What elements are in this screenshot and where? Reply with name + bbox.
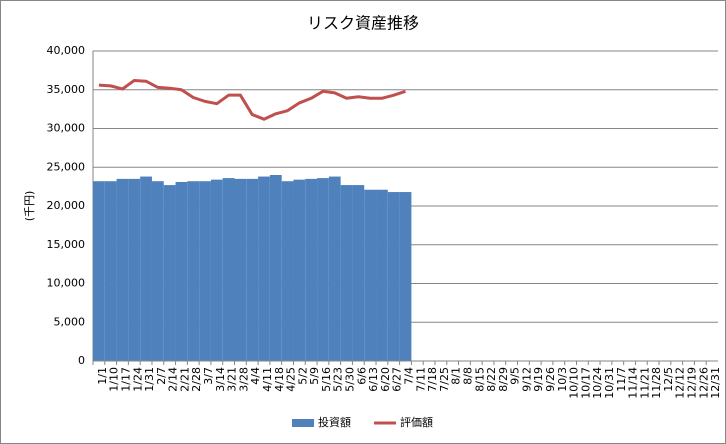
- x-tick-label: 7/4: [403, 367, 416, 385]
- legend-label: 評価額: [400, 415, 433, 429]
- x-tick-label: 8/8: [461, 367, 474, 385]
- bar: [163, 185, 176, 361]
- x-tick-label: 2/14: [167, 367, 180, 392]
- x-tick-label: 1/10: [108, 367, 121, 392]
- bar: [222, 178, 235, 361]
- x-tick-label: 5/2: [296, 367, 309, 385]
- x-tick-label: 10/10: [568, 367, 581, 399]
- x-tick-label: 10/3: [556, 367, 569, 392]
- x-tick-label: 11/14: [627, 367, 640, 399]
- y-tick-label: 40,000: [47, 44, 86, 57]
- x-tick-label: 4/4: [249, 367, 262, 385]
- x-tick-label: 6/6: [355, 367, 368, 385]
- bar: [305, 178, 318, 361]
- x-tick-label: 12/19: [686, 367, 699, 399]
- x-tick-label: 9/12: [520, 367, 533, 392]
- x-tick-label: 7/25: [438, 367, 451, 392]
- x-tick-label: 9/19: [532, 367, 545, 392]
- x-tick-label: 10/17: [579, 367, 592, 399]
- x-tick-label: 9/5: [509, 367, 522, 385]
- chart-title: リスク資産推移: [307, 14, 419, 33]
- bar: [293, 179, 306, 361]
- x-tick-label: 3/21: [226, 367, 239, 392]
- x-tick-label: 5/30: [344, 367, 357, 392]
- bar: [269, 175, 282, 361]
- x-tick-label: 11/21: [638, 367, 651, 399]
- x-tick-label: 8/15: [473, 367, 486, 392]
- bar: [340, 185, 353, 361]
- y-tick-label: 25,000: [47, 160, 86, 173]
- bar: [116, 178, 129, 361]
- bar: [317, 178, 329, 361]
- bar: [199, 181, 211, 361]
- x-tick-label: 6/13: [367, 367, 380, 392]
- y-tick-label: 30,000: [47, 122, 86, 135]
- bar: [187, 181, 200, 361]
- x-tick-label: 2/7: [155, 367, 168, 385]
- x-tick-label: 8/29: [497, 367, 510, 392]
- y-tick-label: 0: [78, 354, 85, 367]
- bar: [128, 178, 141, 361]
- bar: [234, 178, 247, 361]
- x-tick-label: 10/31: [603, 367, 616, 399]
- x-tick-label: 6/20: [379, 367, 392, 392]
- bar: [93, 181, 105, 361]
- bar: [246, 178, 259, 361]
- x-tick-label: 12/5: [662, 367, 675, 392]
- x-tick-label: 5/9: [308, 367, 321, 385]
- x-tick-label: 12/31: [709, 367, 722, 399]
- x-tick-label: 8/1: [450, 367, 463, 385]
- x-tick-label: 7/11: [414, 367, 427, 392]
- bar: [364, 189, 377, 361]
- bar: [140, 176, 152, 361]
- x-tick-label: 8/22: [485, 367, 498, 392]
- x-tick-label: 5/23: [332, 367, 345, 392]
- legend-label: 投資額: [318, 415, 351, 429]
- x-tick-label: 1/24: [131, 367, 144, 392]
- x-tick-label: 9/26: [544, 367, 557, 392]
- legend-swatch: [292, 419, 314, 427]
- bar: [258, 176, 270, 361]
- line: [98, 78, 406, 121]
- x-tick-label: 10/24: [591, 367, 604, 399]
- y-tick-label: 5,000: [54, 315, 86, 328]
- y-tick-label: 15,000: [47, 238, 86, 251]
- bar: [151, 181, 164, 361]
- bar: [352, 185, 365, 361]
- bar: [328, 176, 341, 361]
- x-tick-label: 4/18: [273, 367, 286, 392]
- y-tick-label: 20,000: [47, 199, 86, 212]
- bar: [376, 189, 388, 361]
- bar: [175, 181, 188, 361]
- bar: [281, 181, 294, 361]
- x-tick-label: 1/31: [143, 367, 156, 392]
- x-tick-label: 1/1: [96, 367, 109, 385]
- x-tick-label: 4/25: [285, 367, 298, 392]
- bar: [104, 181, 117, 361]
- x-tick-label: 2/21: [178, 367, 191, 392]
- x-tick-label: 3/28: [237, 367, 250, 392]
- x-tick-label: 3/7: [202, 367, 215, 385]
- x-tick-label: 12/26: [697, 367, 710, 399]
- x-tick-label: 3/14: [214, 367, 227, 392]
- x-tick-label: 11/28: [650, 367, 663, 399]
- y-tick-label: 35,000: [47, 83, 86, 96]
- x-tick-label: 12/12: [674, 367, 687, 399]
- x-tick-label: 5/16: [320, 367, 333, 392]
- x-tick-label: 11/7: [615, 367, 628, 392]
- y-axis-label: (千円): [23, 191, 36, 222]
- bar: [210, 179, 223, 361]
- x-tick-label: 6/27: [391, 367, 404, 392]
- x-tick-label: 1/17: [119, 367, 132, 392]
- x-tick-label: 4/11: [261, 367, 274, 392]
- x-tick-label: 2/28: [190, 367, 203, 392]
- bar: [399, 192, 412, 361]
- x-tick-label: 7/18: [426, 367, 439, 392]
- bar: [387, 192, 400, 361]
- y-tick-label: 10,000: [47, 277, 86, 290]
